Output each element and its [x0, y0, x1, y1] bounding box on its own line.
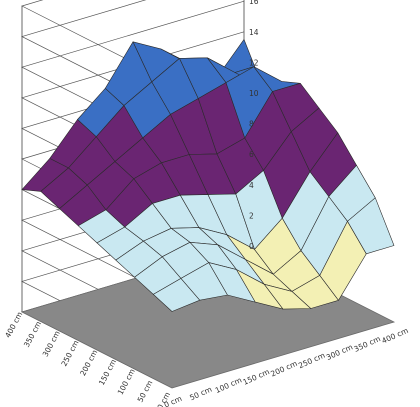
y-tick-label: 300 cm: [41, 329, 62, 358]
y-tick-label: 400 cm: [3, 310, 24, 339]
x-tick-label: 150 cm: [242, 367, 271, 387]
z-tick-label: 12: [249, 58, 259, 67]
y-tick-label: 150 cm: [97, 358, 118, 387]
y-tick-label: 50 cm: [136, 379, 155, 404]
z-tick-label: 2: [249, 211, 254, 220]
x-tick-label: 200 cm: [269, 359, 298, 379]
y-tick-label: 200 cm: [78, 348, 99, 377]
z-tick-label: 4: [249, 181, 254, 190]
z-tick-label: 14: [249, 28, 259, 37]
x-tick-label: 100 cm: [214, 375, 243, 395]
y-tick-label: 250 cm: [59, 339, 80, 368]
z-tick-label: 10: [249, 89, 259, 98]
z-axis-tick-labels: 02468101214161820: [249, 0, 259, 251]
z-tick-label: 16: [249, 0, 259, 6]
z-tick-label: 6: [249, 150, 254, 159]
x-tick-label: 300 cm: [325, 342, 354, 362]
x-tick-label: 400 cm: [380, 326, 409, 346]
surface-mesh: [21, 39, 395, 312]
x-tick-label: 350 cm: [353, 334, 382, 354]
z-tick-label: 8: [249, 120, 254, 129]
surface-cell: [347, 197, 395, 255]
y-tick-label: 100 cm: [116, 367, 137, 396]
y-tick-label: 350 cm: [22, 320, 43, 349]
x-tick-label: 50 cm: [188, 385, 213, 403]
x-tick-label: 250 cm: [297, 351, 326, 371]
z-tick-label: 0: [249, 242, 254, 251]
